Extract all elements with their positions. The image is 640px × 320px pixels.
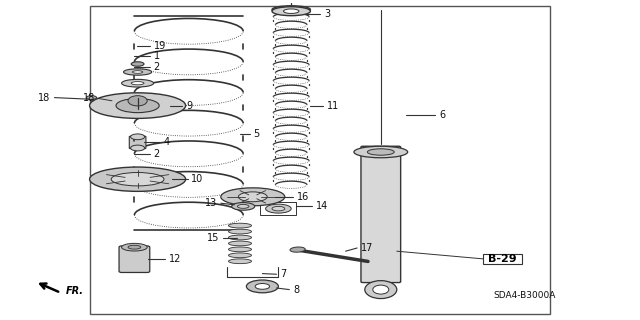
Ellipse shape xyxy=(228,235,252,240)
FancyBboxPatch shape xyxy=(483,254,522,264)
Ellipse shape xyxy=(228,229,252,234)
Ellipse shape xyxy=(86,96,97,100)
Ellipse shape xyxy=(124,69,152,75)
Ellipse shape xyxy=(131,145,145,151)
Ellipse shape xyxy=(122,244,147,251)
Ellipse shape xyxy=(246,280,278,293)
FancyBboxPatch shape xyxy=(361,146,401,283)
Text: 11: 11 xyxy=(327,100,339,111)
Ellipse shape xyxy=(228,223,252,228)
Ellipse shape xyxy=(90,167,186,191)
Ellipse shape xyxy=(282,8,300,12)
Text: B-29: B-29 xyxy=(488,254,516,264)
Ellipse shape xyxy=(367,149,394,155)
Ellipse shape xyxy=(284,9,299,13)
Text: 7: 7 xyxy=(280,269,287,279)
Ellipse shape xyxy=(131,62,144,66)
Text: 6: 6 xyxy=(439,110,445,120)
Ellipse shape xyxy=(228,247,252,252)
Text: 10: 10 xyxy=(191,174,204,184)
Ellipse shape xyxy=(232,203,255,210)
Ellipse shape xyxy=(228,259,252,264)
Ellipse shape xyxy=(365,281,397,299)
Ellipse shape xyxy=(131,134,145,140)
Text: SDA4-B3000A: SDA4-B3000A xyxy=(493,292,556,300)
Text: 18: 18 xyxy=(38,92,51,103)
Ellipse shape xyxy=(90,93,186,118)
Text: 13: 13 xyxy=(205,198,217,208)
Text: 1: 1 xyxy=(154,51,160,61)
Ellipse shape xyxy=(237,204,249,208)
Ellipse shape xyxy=(116,99,159,113)
Text: 18: 18 xyxy=(83,93,95,103)
Ellipse shape xyxy=(131,82,144,85)
Ellipse shape xyxy=(228,241,252,246)
Text: FR.: FR. xyxy=(66,286,84,296)
Ellipse shape xyxy=(228,253,252,258)
Ellipse shape xyxy=(122,79,154,87)
Text: 16: 16 xyxy=(297,192,309,202)
Text: 17: 17 xyxy=(361,243,373,253)
FancyBboxPatch shape xyxy=(119,246,150,273)
Text: 4: 4 xyxy=(164,137,170,148)
Ellipse shape xyxy=(272,6,310,13)
Text: 5: 5 xyxy=(253,129,260,140)
Ellipse shape xyxy=(272,206,285,211)
Text: 2: 2 xyxy=(154,148,160,159)
Ellipse shape xyxy=(354,146,408,158)
Text: 8: 8 xyxy=(293,284,300,295)
Ellipse shape xyxy=(290,247,305,252)
Ellipse shape xyxy=(266,204,291,213)
Text: 15: 15 xyxy=(207,233,219,244)
Ellipse shape xyxy=(255,284,269,289)
Text: 14: 14 xyxy=(316,201,328,212)
Ellipse shape xyxy=(111,172,164,186)
Ellipse shape xyxy=(132,71,143,73)
Text: 12: 12 xyxy=(169,254,181,264)
Ellipse shape xyxy=(239,192,268,202)
Ellipse shape xyxy=(272,7,310,16)
Ellipse shape xyxy=(372,285,388,294)
Text: 3: 3 xyxy=(324,9,330,19)
Text: 19: 19 xyxy=(154,41,166,52)
Ellipse shape xyxy=(128,245,141,249)
Ellipse shape xyxy=(128,96,147,106)
FancyBboxPatch shape xyxy=(90,6,550,314)
FancyBboxPatch shape xyxy=(129,136,146,148)
Text: 2: 2 xyxy=(154,62,160,72)
Ellipse shape xyxy=(221,188,285,206)
Text: 9: 9 xyxy=(186,100,193,111)
